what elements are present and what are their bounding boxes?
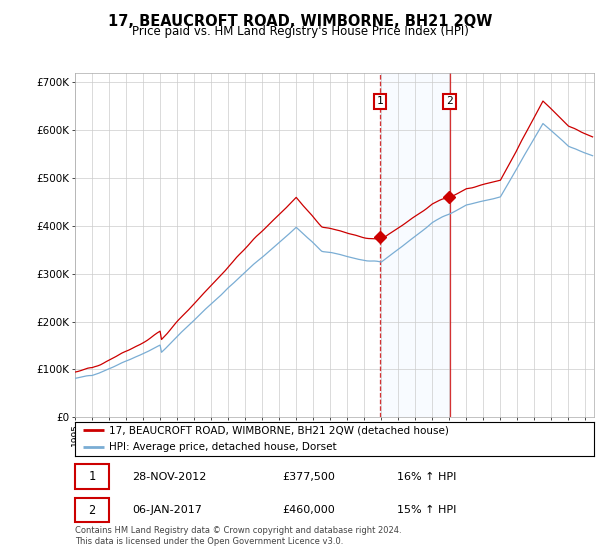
Text: 16% ↑ HPI: 16% ↑ HPI: [397, 472, 456, 482]
Text: 2: 2: [88, 503, 95, 517]
FancyBboxPatch shape: [75, 464, 109, 489]
Text: HPI: Average price, detached house, Dorset: HPI: Average price, detached house, Dors…: [109, 442, 337, 452]
Text: 2: 2: [446, 96, 453, 106]
Text: 28-NOV-2012: 28-NOV-2012: [132, 472, 206, 482]
Text: £377,500: £377,500: [283, 472, 335, 482]
Text: 17, BEAUCROFT ROAD, WIMBORNE, BH21 2QW: 17, BEAUCROFT ROAD, WIMBORNE, BH21 2QW: [108, 14, 492, 29]
Text: 15% ↑ HPI: 15% ↑ HPI: [397, 505, 456, 515]
Text: 1: 1: [377, 96, 383, 106]
Text: 17, BEAUCROFT ROAD, WIMBORNE, BH21 2QW (detached house): 17, BEAUCROFT ROAD, WIMBORNE, BH21 2QW (…: [109, 425, 449, 435]
Text: 1: 1: [88, 470, 95, 483]
Text: Contains HM Land Registry data © Crown copyright and database right 2024.
This d: Contains HM Land Registry data © Crown c…: [75, 526, 401, 546]
Text: £460,000: £460,000: [283, 505, 335, 515]
Text: 06-JAN-2017: 06-JAN-2017: [132, 505, 202, 515]
Bar: [380, 73, 449, 417]
Text: Price paid vs. HM Land Registry's House Price Index (HPI): Price paid vs. HM Land Registry's House …: [131, 25, 469, 38]
FancyBboxPatch shape: [75, 498, 109, 522]
